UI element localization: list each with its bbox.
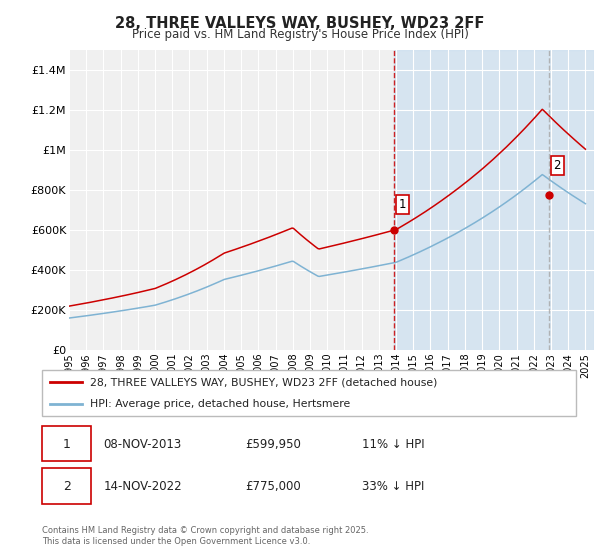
Text: 28, THREE VALLEYS WAY, BUSHEY, WD23 2FF (detached house): 28, THREE VALLEYS WAY, BUSHEY, WD23 2FF …	[90, 377, 437, 388]
Text: 1: 1	[398, 198, 406, 211]
Text: HPI: Average price, detached house, Hertsmere: HPI: Average price, detached house, Hert…	[90, 399, 350, 409]
Text: 11% ↓ HPI: 11% ↓ HPI	[362, 438, 425, 451]
Text: 1: 1	[62, 438, 71, 451]
Text: £599,950: £599,950	[245, 438, 301, 451]
FancyBboxPatch shape	[42, 468, 91, 503]
Text: 08-NOV-2013: 08-NOV-2013	[103, 438, 182, 451]
Text: 14-NOV-2022: 14-NOV-2022	[103, 480, 182, 493]
Text: Contains HM Land Registry data © Crown copyright and database right 2025.
This d: Contains HM Land Registry data © Crown c…	[42, 526, 368, 546]
Text: Price paid vs. HM Land Registry's House Price Index (HPI): Price paid vs. HM Land Registry's House …	[131, 28, 469, 41]
Text: 28, THREE VALLEYS WAY, BUSHEY, WD23 2FF: 28, THREE VALLEYS WAY, BUSHEY, WD23 2FF	[115, 16, 485, 31]
Text: 33% ↓ HPI: 33% ↓ HPI	[362, 480, 425, 493]
Text: £775,000: £775,000	[245, 480, 301, 493]
FancyBboxPatch shape	[42, 370, 576, 416]
Text: 2: 2	[62, 480, 71, 493]
FancyBboxPatch shape	[42, 426, 91, 461]
Bar	[394, 50, 594, 350]
Text: 2: 2	[554, 158, 561, 172]
